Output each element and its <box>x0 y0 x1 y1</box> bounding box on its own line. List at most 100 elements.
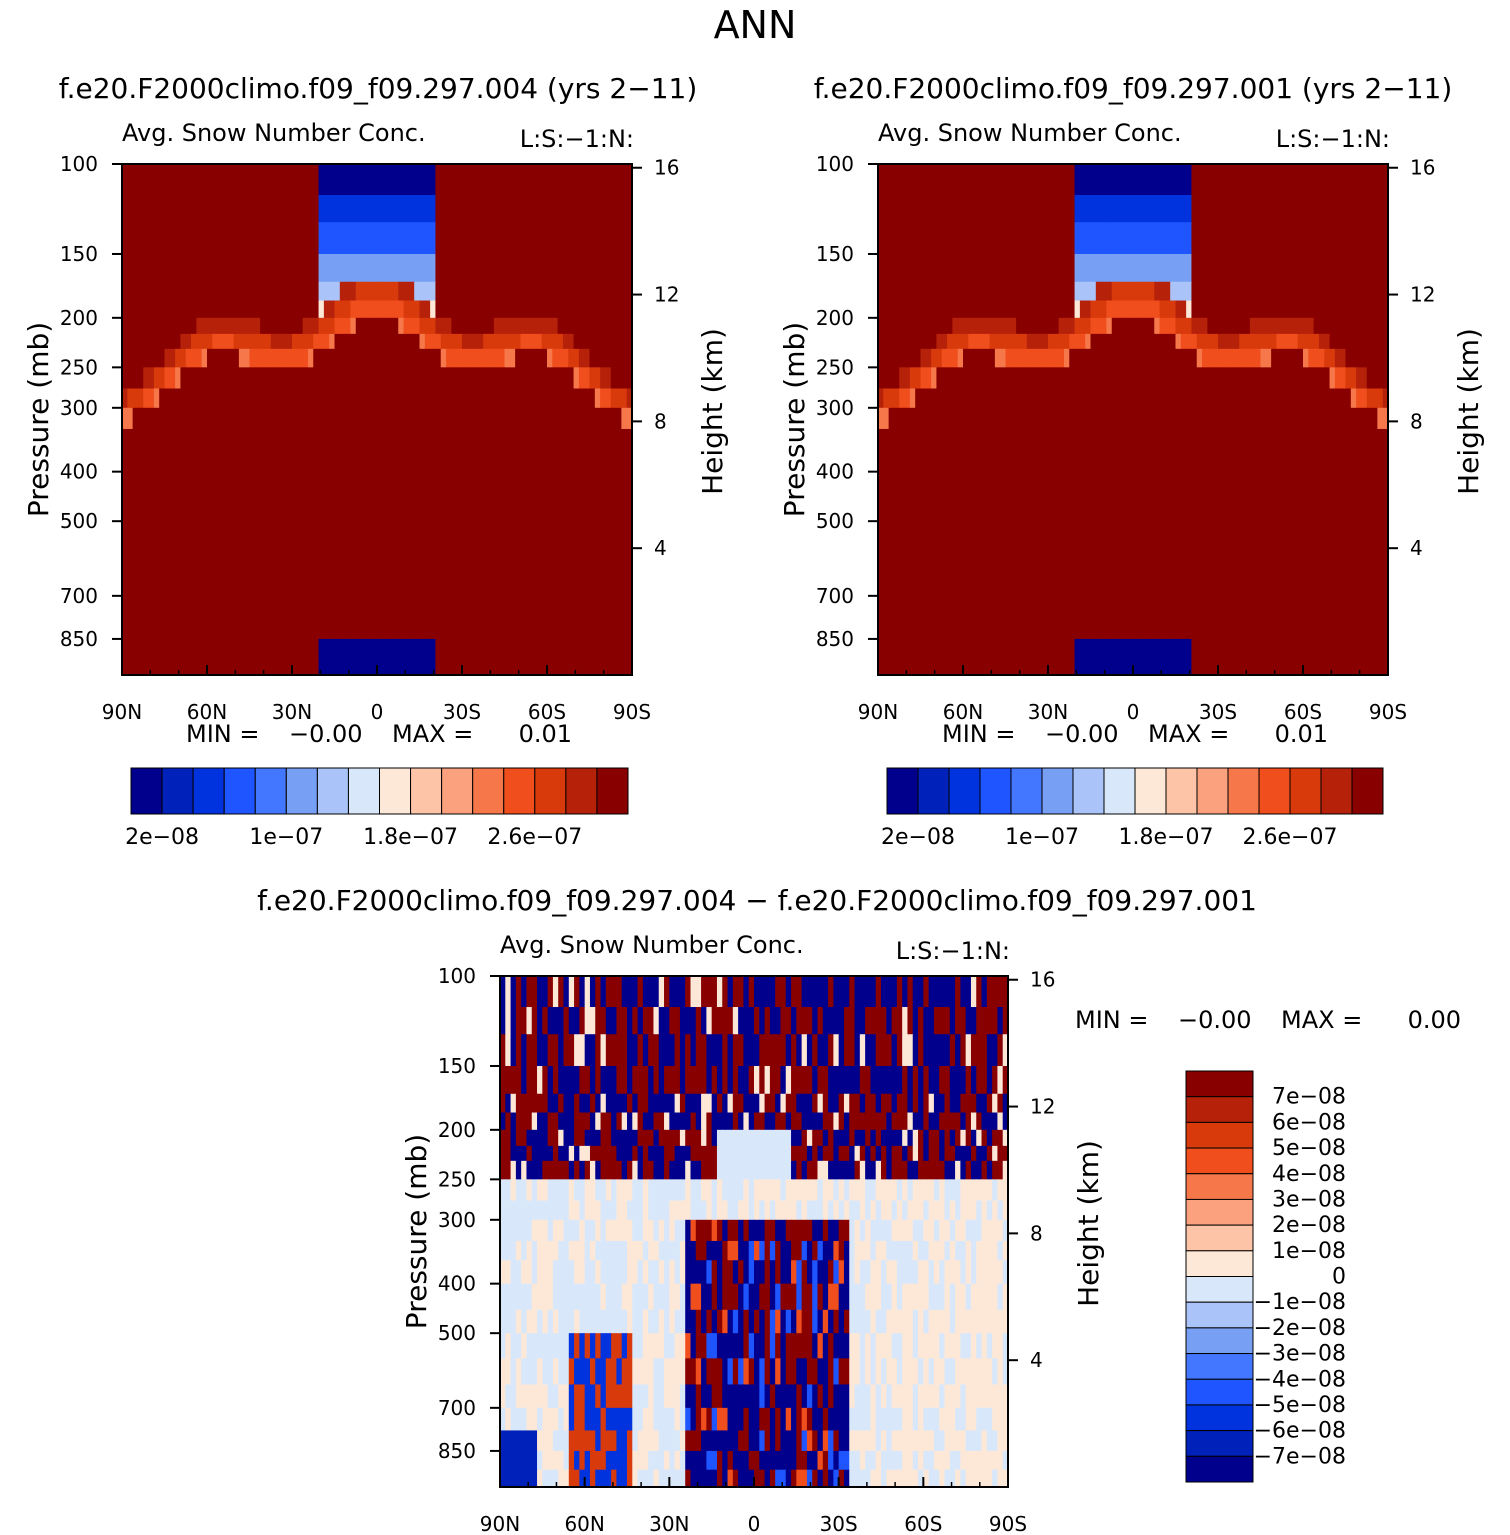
heatmap-cell <box>1260 638 1267 659</box>
heatmap-cell <box>127 195 134 223</box>
heatmap-cell <box>1271 367 1278 390</box>
heatmap-cell <box>1281 388 1288 409</box>
heatmap-cell <box>440 367 447 390</box>
heatmap-cell <box>1260 388 1267 409</box>
heatmap-cell <box>994 367 1001 390</box>
heatmap-cell <box>1356 222 1363 255</box>
heatmap-cell <box>408 317 415 335</box>
heatmap-cell <box>610 618 617 640</box>
heatmap-cell <box>185 618 192 640</box>
heatmap-cell <box>611 1065 618 1095</box>
heatmap-cell <box>957 348 964 368</box>
heatmap-cell <box>297 348 304 368</box>
heatmap-cell <box>1010 595 1017 620</box>
heatmap-cell <box>329 638 336 659</box>
heatmap-cell <box>978 317 985 335</box>
heatmap-cell <box>759 1065 766 1095</box>
heatmap-cell <box>122 618 128 640</box>
heatmap-cell <box>925 546 932 574</box>
heatmap-cell <box>345 521 352 547</box>
heatmap-cell <box>904 448 911 473</box>
heatmap-cell <box>175 388 182 409</box>
heatmap-cell <box>201 164 208 196</box>
heatmap-cell <box>185 253 192 283</box>
heatmap-cell <box>440 657 447 676</box>
heatmap-cell <box>515 595 522 620</box>
heatmap-cell <box>994 618 1001 640</box>
heatmap-cell <box>1063 572 1070 597</box>
heatmap-cell <box>875 1034 882 1067</box>
heatmap-cell <box>1249 300 1256 319</box>
heatmap-cell <box>339 253 346 283</box>
heatmap-cell <box>960 1065 967 1095</box>
heatmap-cell <box>605 281 612 302</box>
heatmap-cell <box>1233 595 1240 620</box>
heatmap-cell <box>297 300 304 319</box>
heatmap-cell <box>1340 195 1347 223</box>
heatmap-cell <box>1345 388 1352 409</box>
heatmap-cell <box>127 367 134 390</box>
heatmap-cell <box>568 195 575 223</box>
heatmap-cell <box>515 317 522 335</box>
heatmap-cell <box>1318 618 1325 640</box>
heatmap-cell <box>1287 281 1293 302</box>
heatmap-cell <box>1032 407 1038 430</box>
heatmap-cell <box>483 497 490 522</box>
heatmap-cell <box>1002 1034 1009 1067</box>
heatmap-cell <box>244 638 251 659</box>
heatmap-cell <box>870 1007 877 1035</box>
heatmap-cell <box>547 657 553 676</box>
heatmap-cell <box>541 618 548 640</box>
heatmap-cell <box>1186 348 1193 368</box>
heatmap-cell <box>509 281 516 302</box>
heatmap-cell <box>509 300 516 319</box>
heatmap-field <box>878 164 1389 676</box>
heatmap-cell <box>957 546 964 574</box>
heatmap-cell <box>1239 407 1246 430</box>
heatmap-cell <box>488 638 495 659</box>
heatmap-cell <box>1345 638 1352 659</box>
heatmap-cell <box>1377 317 1384 335</box>
heatmap-cell <box>931 281 938 302</box>
heatmap-cell <box>589 1065 596 1095</box>
heatmap-cell <box>504 618 511 640</box>
heatmap-cell <box>477 657 484 676</box>
heatmap-cell <box>978 367 985 390</box>
heatmap-cell <box>711 1065 718 1095</box>
heatmap-cell <box>573 367 580 390</box>
heatmap-cell <box>941 367 948 390</box>
heatmap-cell <box>520 195 527 223</box>
heatmap-cell <box>909 471 916 499</box>
heatmap-cell <box>878 428 884 449</box>
heatmap-cell <box>1069 367 1076 390</box>
heatmap-cell <box>1377 164 1384 196</box>
heatmap-cell <box>371 253 378 283</box>
heatmap-cell <box>875 1007 882 1035</box>
heatmap-cell <box>222 333 229 350</box>
heatmap-cell <box>1191 618 1198 640</box>
heatmap-cell <box>706 1065 713 1095</box>
heatmap-cell <box>286 638 293 659</box>
heatmap-cell <box>148 521 155 547</box>
heatmap-cell <box>626 253 633 283</box>
heatmap-cell <box>1042 388 1049 409</box>
heatmap-cell <box>228 367 235 390</box>
heatmap-cell <box>1361 657 1368 676</box>
heatmap-cell <box>403 222 410 255</box>
heatmap-cell <box>153 521 160 547</box>
heatmap-cell <box>536 222 543 255</box>
heatmap-cell <box>1329 222 1336 255</box>
colorbar-swatch <box>254 767 287 815</box>
heatmap-cell <box>531 281 537 302</box>
heatmap-cell <box>822 1065 829 1095</box>
heatmap-cell <box>578 471 585 499</box>
heatmap-cell <box>907 1007 914 1035</box>
heatmap-cell <box>1005 317 1012 335</box>
heatmap-cell <box>477 428 484 449</box>
heatmap-cell <box>462 253 468 283</box>
heatmap-cell <box>323 471 330 499</box>
heatmap-cell <box>1356 471 1363 499</box>
heatmap-cell <box>1175 595 1182 620</box>
heatmap-cell <box>1340 253 1347 283</box>
heatmap-cell <box>791 976 797 1008</box>
